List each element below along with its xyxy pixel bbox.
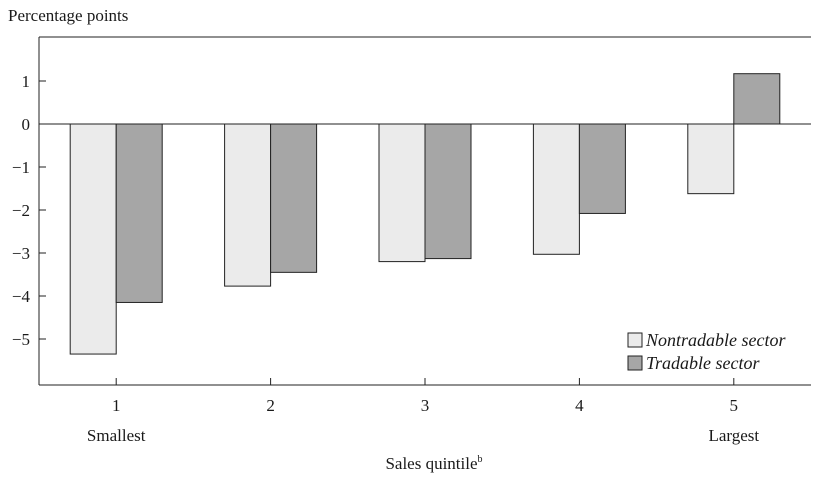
legend: Nontradable sector Tradable sector [627, 330, 786, 373]
x-tick-sublabel: Largest [708, 426, 759, 445]
legend-label: Tradable sector [646, 353, 760, 373]
y-axis: 1 0 −1 −2 −3 −4 −5 [12, 72, 46, 349]
x-axis-label-text: Sales quintile [385, 454, 477, 473]
y-tick-label: −4 [12, 287, 31, 306]
bar [224, 123, 272, 287]
y-tick-label: −1 [12, 158, 30, 177]
x-tick-label: 2 [266, 396, 275, 415]
bar [270, 123, 318, 273]
legend-label: Nontradable sector [645, 330, 786, 350]
y-tick-label: −3 [12, 244, 30, 263]
x-tick-sublabel: Smallest [87, 426, 146, 445]
legend-swatch [627, 355, 643, 371]
legend-swatch [627, 332, 643, 348]
bar [733, 73, 781, 125]
x-tick-label: 3 [421, 396, 430, 415]
x-axis-label-superscript: b [478, 454, 483, 465]
x-tick-label: 5 [730, 396, 739, 415]
bar [69, 123, 117, 355]
y-tick-label: 0 [22, 115, 31, 134]
bar [532, 123, 580, 255]
y-tick-label: 1 [22, 72, 31, 91]
x-tick-label: 4 [575, 396, 584, 415]
bar [424, 123, 472, 260]
x-tick-label: 1 [112, 396, 121, 415]
bar [687, 123, 735, 195]
bar [378, 123, 426, 263]
x-axis-label: Sales quintileb [385, 454, 482, 473]
bars [69, 73, 781, 355]
y-axis-label: Percentage points [8, 6, 128, 25]
bar [578, 123, 626, 214]
bar [115, 123, 163, 303]
y-tick-label: −5 [12, 330, 30, 349]
y-tick-label: −2 [12, 201, 30, 220]
x-axis: 1 Smallest 2 3 4 5 Largest [87, 378, 759, 445]
